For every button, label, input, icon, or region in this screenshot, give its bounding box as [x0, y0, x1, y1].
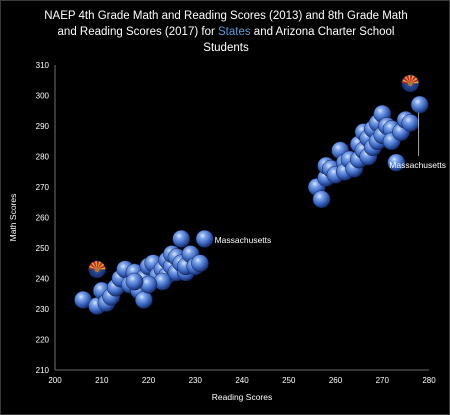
y-tick-label: 220 [36, 336, 50, 345]
arizona-charter-point [401, 74, 420, 93]
x-tick-label: 260 [329, 376, 343, 385]
axes: 200 210 220 230 240 250 260 270 2802102202302402… [8, 61, 436, 402]
y-tick-label: 300 [36, 92, 50, 101]
x-axis-title: Reading Scores [212, 392, 272, 402]
chart-title-part-1: NAEP 4th Grade Math and Reading Scores (… [44, 10, 408, 38]
state-point [195, 230, 214, 248]
x-tick-label: 250 [282, 376, 296, 385]
y-tick-label: 210 [36, 366, 50, 375]
x-tick-label: 210 [95, 376, 109, 385]
data-points [74, 74, 429, 315]
y-tick-label: 310 [36, 61, 50, 70]
annotations: Massachusetts Massachusetts [215, 112, 446, 245]
y-tick-label: 290 [36, 122, 50, 131]
y-tick-label: 260 [36, 214, 50, 223]
annotation-label: Massachusetts [389, 160, 446, 170]
x-tick-label: 200 [48, 376, 62, 385]
y-tick-label: 250 [36, 244, 50, 253]
x-tick-label: 220 [142, 376, 156, 385]
state-point [125, 272, 144, 291]
y-tick-label: 240 [36, 275, 50, 284]
state-point [191, 254, 209, 273]
state-point [387, 153, 406, 172]
x-tick-label: 240 [235, 376, 249, 385]
y-tick-label: 270 [36, 183, 50, 192]
y-tick-label: 230 [36, 305, 50, 314]
y-axis-title: Math Scores [8, 194, 18, 242]
annotation-label: Massachusetts [215, 235, 272, 245]
chart-title: NAEP 4th Grade Math and Reading Scores (… [41, 8, 411, 56]
state-point [410, 95, 429, 114]
state-point [134, 291, 153, 309]
chart-title-part-3: and Arizona Charter School Students [203, 26, 395, 54]
state-point [401, 114, 420, 132]
x-tick-label: 280 [422, 376, 436, 385]
x-tick-label: 270 [376, 376, 390, 385]
state-point [172, 230, 191, 248]
x-tick-label: 230 [189, 376, 203, 385]
state-point [312, 190, 331, 209]
chart-title-states: States [218, 26, 251, 38]
y-tick-label: 280 [36, 153, 50, 162]
arizona-charter-point [88, 260, 106, 279]
